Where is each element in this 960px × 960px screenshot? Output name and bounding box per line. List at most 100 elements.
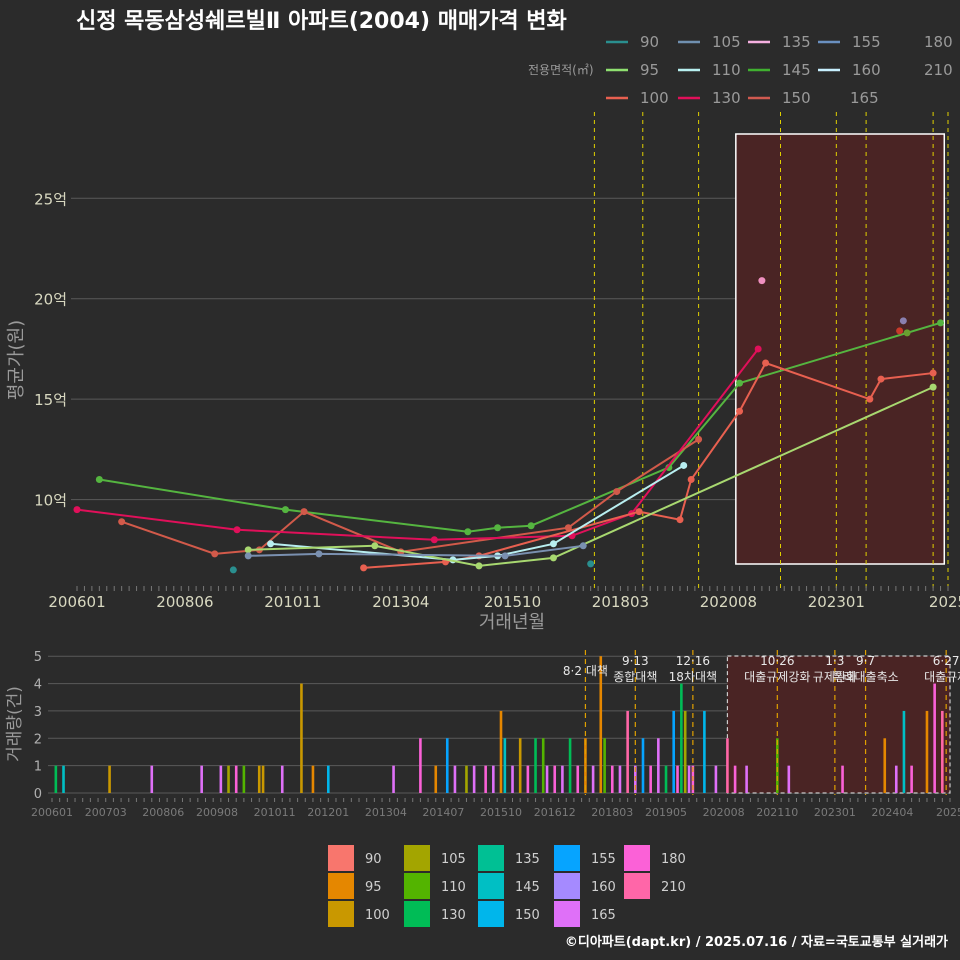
scatter-point [587, 560, 595, 568]
x-tick-label: 202301 [814, 806, 856, 819]
legend-swatch-110 [404, 873, 430, 899]
volume-bar [300, 683, 303, 793]
policy-label: 대출규제강화 [744, 670, 810, 684]
legend-label-155: 155 [852, 33, 881, 51]
volume-bar [680, 683, 683, 793]
footer-credit: ©디아파트(dapt.kr) / 2025.07.16 / 자료=국토교통부 실… [565, 934, 948, 950]
legend-label-145: 145 [515, 880, 540, 895]
volume-bar [910, 765, 913, 793]
x-axis-title: 거래년월 [479, 612, 545, 633]
series-point-150 [211, 550, 219, 558]
x-tick-label: 201803 [591, 806, 633, 819]
legend-swatch-130 [404, 901, 430, 927]
volume-bar [526, 765, 530, 793]
volume-bar [511, 765, 514, 793]
series-point-150 [564, 524, 572, 532]
x-tick-label: 202110 [756, 806, 798, 819]
series-point-100 [762, 359, 770, 367]
x-tick-label: 200908 [196, 806, 238, 819]
x-tick-label: 202008 [700, 593, 757, 611]
volume-bar [776, 738, 779, 793]
legend-label-135: 135 [782, 33, 811, 51]
x-tick-label: 202301 [808, 593, 865, 611]
policy-label: 18차대책 [669, 669, 717, 684]
policy-label: 6·27 [933, 654, 960, 668]
series-point-145 [665, 463, 673, 471]
volume-bar [591, 765, 595, 793]
series-point-145 [937, 319, 945, 327]
policy-label: 대출규제 [924, 670, 960, 684]
legend-label-180: 180 [924, 33, 953, 51]
volume-bar [499, 710, 503, 793]
legend-label-155: 155 [591, 852, 616, 867]
series-line-150 [121, 438, 700, 555]
volume-bar [541, 738, 545, 793]
series-point-150 [118, 518, 126, 526]
volume-bar [610, 765, 614, 793]
volume-bar [553, 765, 557, 793]
series-point-95 [244, 546, 252, 554]
legend-swatch-95 [328, 873, 354, 899]
volume-bar [714, 765, 718, 793]
volume-bar [257, 765, 261, 793]
scatter-point [899, 317, 907, 325]
series-line-130 [76, 348, 759, 541]
legend-label-90: 90 [640, 33, 659, 51]
volume-bar [219, 765, 223, 793]
volume-bar [465, 765, 468, 793]
scatter-point [896, 327, 904, 335]
volume-bar [683, 710, 687, 793]
series-line-110 [270, 464, 685, 561]
series-point-145 [464, 528, 472, 536]
volume-bar [576, 765, 580, 793]
volume-bar [234, 765, 238, 793]
series-point-95 [929, 383, 937, 391]
series-point-105 [579, 542, 587, 550]
volume-bar [534, 738, 537, 793]
scatter-point [229, 566, 237, 574]
volume-bar [261, 765, 265, 793]
policy-label: 10·26 [760, 654, 794, 668]
volume-bar [150, 765, 154, 793]
volume-bar [883, 738, 887, 793]
legend-swatch-105 [404, 845, 430, 871]
volume-bar [54, 765, 58, 793]
volume-bar [200, 765, 203, 793]
legend-swatch-145 [478, 873, 504, 899]
volume-bar [902, 710, 906, 793]
x-tick-label: 201612 [534, 806, 576, 819]
series-point-145 [281, 506, 289, 514]
series-point-95 [371, 542, 379, 550]
volume-bar [925, 710, 929, 793]
volume-bar [518, 738, 522, 793]
volume-bar [726, 738, 729, 793]
x-tick-label: 201510 [484, 593, 541, 611]
volume-bar [672, 710, 675, 793]
volume-bar [841, 765, 844, 793]
series-point-110 [680, 461, 688, 469]
volume-bar [434, 765, 438, 793]
legend-swatch-135 [478, 845, 504, 871]
series-point-150 [300, 508, 308, 516]
legend-label-105: 105 [441, 852, 466, 867]
series-point-105 [315, 550, 323, 558]
y-tick-label: 0 [34, 787, 42, 802]
x-tick-label: 201011 [264, 593, 321, 611]
legend-title: 전용면적(㎡) [528, 63, 594, 77]
y-tick-label: 2 [34, 732, 42, 747]
legend-swatch-100 [328, 901, 354, 927]
legend-label-95: 95 [640, 61, 659, 79]
series-point-100 [687, 476, 695, 484]
volume-bar [733, 765, 737, 793]
chart-title: 신정 목동삼성쉐르빌Ⅱ 아파트(2004) 매매가격 변화 [76, 9, 567, 34]
volume-bar [545, 765, 549, 793]
legend-label-100: 100 [640, 89, 669, 107]
series-point-145 [494, 524, 502, 532]
legend-swatch-180 [624, 845, 650, 871]
volume-bar [599, 656, 603, 793]
legend-swatch-210 [624, 873, 650, 899]
volume-bar [664, 765, 668, 793]
legend-label-165: 165 [850, 89, 879, 107]
series-point-150 [695, 435, 703, 443]
volume-bar [649, 765, 652, 793]
